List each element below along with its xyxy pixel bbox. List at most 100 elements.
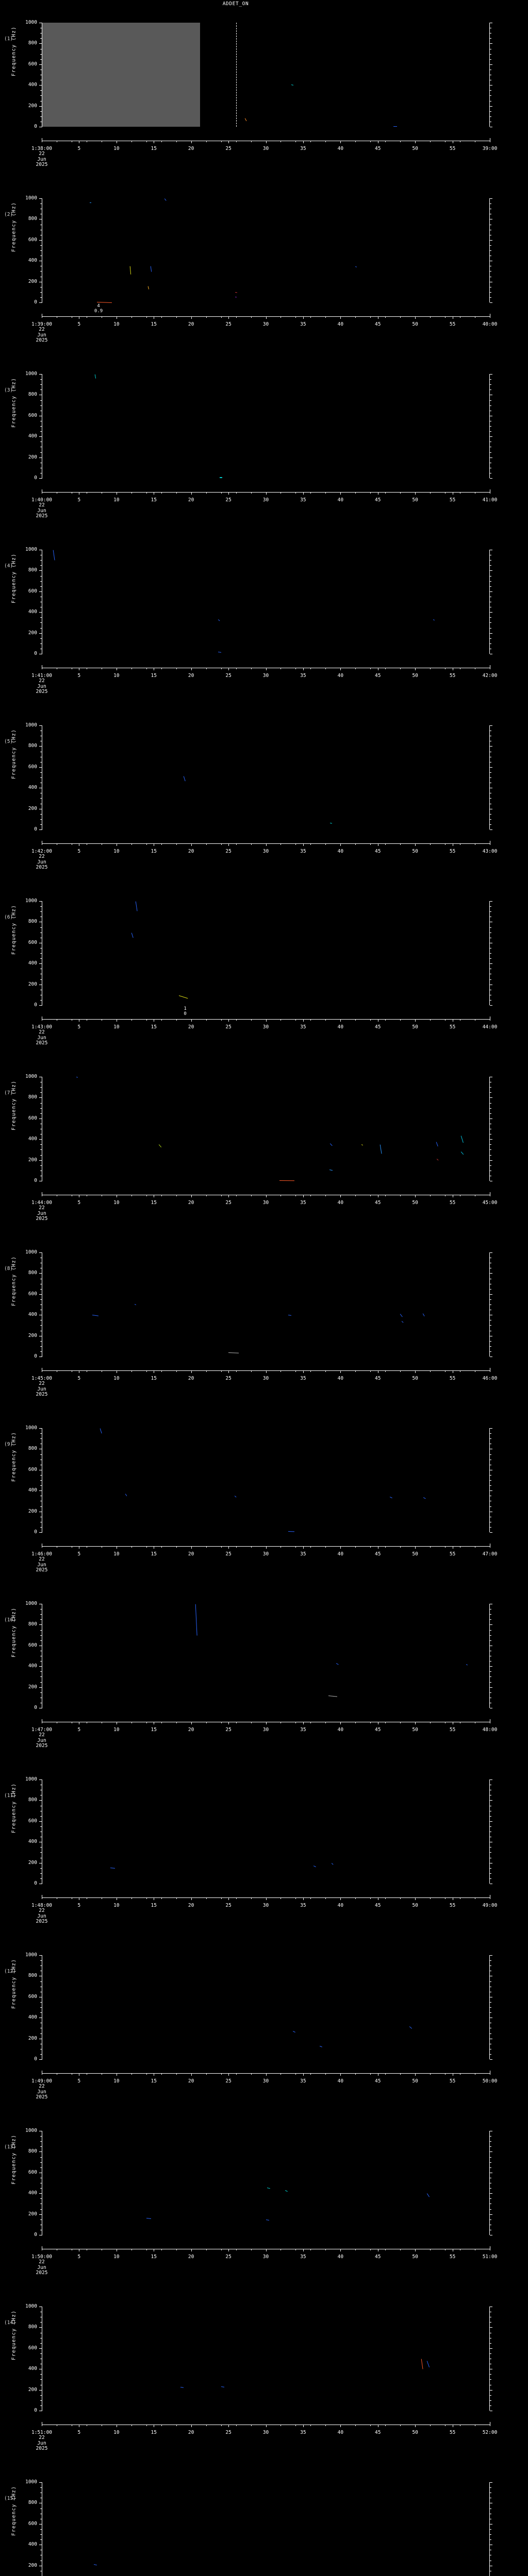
y-tick-label: 400 (28, 1663, 37, 1669)
y-tick-minor (40, 1635, 42, 1636)
x-axis-start-label: 1:49:00 (31, 2078, 53, 2084)
x-tick-label: 30 (262, 497, 269, 503)
x-tick-minor (400, 316, 401, 318)
y-tick-label: 600 (28, 939, 37, 945)
x-tick-minor (370, 1722, 371, 1723)
x-tick-major (340, 316, 341, 319)
y-tick-major-right (490, 570, 492, 571)
panel-14: 0 200 400 600 800 1000 (14) Frequency (Hz) 5 10 15… (0, 2295, 528, 2471)
x-tick-minor (161, 1019, 162, 1021)
date-line: 22 (39, 1381, 45, 1386)
y-tick-label: 1000 (25, 195, 37, 201)
y-tick-minor-right (490, 2141, 491, 2142)
x-tick-minor (400, 2249, 401, 2250)
y-tick-major (39, 85, 42, 86)
panel-3: 0 200 400 600 800 1000 (3) Frequency (Hz) 5 10 15 2… (0, 363, 528, 538)
x-tick-minor (310, 2073, 311, 2075)
date-line: 22 (39, 1205, 45, 1211)
y-tick-minor-right (490, 1671, 491, 1672)
x-axis-start-label: 1:45:00 (31, 1376, 53, 1381)
y-tick-label: 800 (28, 1446, 37, 1452)
y-tick-major-right (490, 1821, 492, 1822)
x-tick-minor (445, 1897, 446, 1899)
x-axis-start-label: 1:43:00 (31, 1024, 53, 1030)
y-tick-major (39, 64, 42, 65)
x-tick-minor (370, 1546, 371, 1548)
y-tick-minor-right (490, 1630, 491, 1631)
y-tick-minor (40, 2353, 42, 2354)
y-axis-title: Frequency (Hz) (11, 1959, 17, 2009)
y-tick-minor-right (490, 54, 491, 55)
y-tick-minor (40, 2539, 42, 2540)
y-tick-minor (40, 772, 42, 773)
y-tick-label: 400 (28, 2541, 37, 2548)
x-tick-major (303, 1019, 304, 1022)
x-tick-minor (325, 1722, 326, 1723)
x-axis-date-label: 22 Jun 2025 (26, 1381, 57, 1398)
x-tick-label: 45 (375, 497, 381, 503)
x-tick-minor (236, 1370, 237, 1372)
y-tick-major-right (490, 829, 492, 830)
y-tick-label: 1000 (25, 722, 37, 728)
x-tick-label: 20 (188, 1024, 194, 1030)
y-tick-minor-right (490, 1960, 491, 1961)
panel-index-label: (6) (4, 914, 13, 920)
x-tick-label: 45 (375, 1024, 381, 1030)
y-tick-minor-right (490, 560, 491, 561)
x-tick-label: 10 (113, 849, 120, 854)
y-tick-label: 1000 (25, 1074, 37, 1079)
y-tick-minor (40, 1144, 42, 1145)
y-tick-minor (40, 906, 42, 907)
x-axis-end-label: 43:00 (482, 849, 498, 854)
x-tick-label: 5 (77, 1200, 81, 1206)
x-tick-label: 40 (337, 1551, 344, 1557)
y-tick-minor-right (490, 1485, 491, 1486)
y-tick-minor-right (490, 2054, 491, 2055)
x-tick-label: 35 (300, 497, 306, 503)
y-tick-minor-right (490, 2012, 491, 2013)
y-tick-minor (40, 2395, 42, 2396)
x-axis-date-label: 22 Jun 2025 (26, 327, 57, 344)
y-tick-minor-right (490, 1619, 491, 1620)
x-tick-minor (385, 1019, 386, 1021)
y-tick-minor-right (490, 1165, 491, 1166)
y-tick-minor (40, 1299, 42, 1300)
y-tick-label: 200 (28, 2562, 37, 2568)
x-tick-minor (131, 2425, 132, 2426)
panel-9: 0 200 400 600 800 1000 (9) Frequency (Hz) 5 10 15 2… (0, 1417, 528, 1592)
date-line: 22 (39, 2435, 45, 2441)
x-tick-major (303, 2425, 304, 2427)
x-tick-minor (445, 668, 446, 669)
x-tick-label: 40 (337, 1376, 344, 1381)
x-tick-label: 45 (375, 1903, 381, 1908)
y-tick-minor-right (490, 2379, 491, 2380)
y-tick-label: 600 (28, 1466, 37, 1472)
y-tick-major-right (490, 767, 492, 768)
y-tick-minor-right (490, 292, 491, 293)
x-tick-major (191, 1370, 192, 1373)
x-tick-label: 30 (262, 321, 269, 327)
x-tick-minor (221, 1722, 222, 1723)
y-tick-label: 800 (28, 2500, 37, 2506)
x-tick-label: 25 (225, 2430, 232, 2435)
x-tick-minor (251, 1897, 252, 1899)
x-tick-minor (385, 492, 386, 494)
y-tick-label: 200 (28, 1684, 37, 1690)
x-tick-label: 35 (300, 2078, 306, 2084)
x-tick-major (228, 2249, 229, 2251)
x-tick-label: 40 (337, 2254, 344, 2260)
x-tick-minor (146, 1195, 147, 1196)
x-axis-date-label: 22 Jun 2025 (26, 1029, 57, 1046)
y-tick-minor-right (490, 90, 491, 91)
y-axis-title: Frequency (Hz) (11, 1256, 17, 1306)
y-tick-label: 1000 (25, 547, 37, 552)
x-tick-minor (295, 2249, 296, 2250)
x-axis-start-label: 1:41:00 (31, 673, 53, 679)
x-tick-label: 20 (188, 497, 194, 503)
date-line: 2025 (36, 1040, 48, 1046)
y-tick-label: 200 (28, 454, 37, 460)
date-line: Jun (37, 2440, 46, 2446)
x-tick-label: 20 (188, 1727, 194, 1733)
y-tick-major (39, 478, 42, 479)
